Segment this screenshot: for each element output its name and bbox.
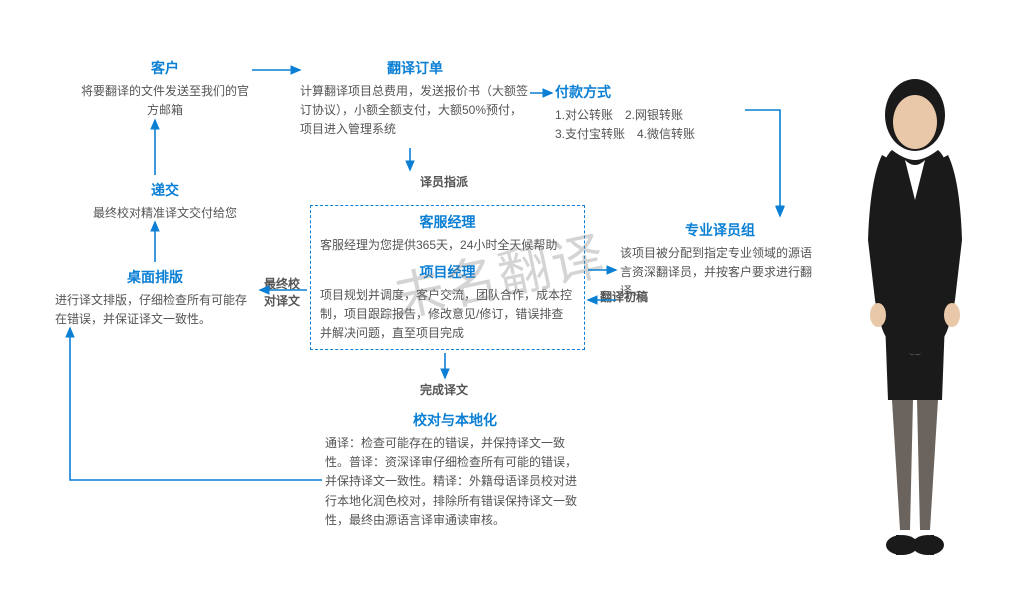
node-pay: 付款方式 1.对公转账 2.网银转账 3.支付宝转账 4.微信转账 xyxy=(555,82,745,144)
desc-qa: 通译：检查可能存在的错误，并保持译文一致性。普译：资深译审仔细检查所有可能的错误… xyxy=(325,434,585,530)
node-customer: 客户 将要翻译的文件发送至我们的官方邮箱 xyxy=(80,58,250,120)
node-submit: 递交 最终校对精准译文交付给您 xyxy=(55,180,275,223)
title-qa: 校对与本地化 xyxy=(325,410,585,430)
title-submit: 递交 xyxy=(55,180,275,200)
node-order: 翻译订单 计算翻译项目总费用，发送报价书（大额签订协议），小额全额支付，大额50… xyxy=(300,58,530,140)
desc-submit: 最终校对精准译文交付给您 xyxy=(55,204,275,223)
title-team: 专业译员组 xyxy=(620,220,820,240)
desc-layout: 进行译文排版，仔细检查所有可能存在错误，并保证译文一致性。 xyxy=(55,291,255,329)
title-pay: 付款方式 xyxy=(555,82,745,102)
label-assign: 译员指派 xyxy=(420,174,468,191)
node-pm: 项目经理 项目规划并调度，客户交流，团队合作，成本控制，项目跟踪报告，修改意见/… xyxy=(320,262,575,344)
desc-customer: 将要翻译的文件发送至我们的官方邮箱 xyxy=(80,82,250,120)
person-image xyxy=(820,60,1010,585)
title-customer: 客户 xyxy=(80,58,250,78)
node-layout: 桌面排版 进行译文排版，仔细检查所有可能存在错误，并保证译文一致性。 xyxy=(55,267,255,329)
node-team: 专业译员组 该项目被分配到指定专业领域的源语言资深翻译员，并按客户要求进行翻译。 xyxy=(620,220,820,302)
desc-pm: 项目规划并调度，客户交流，团队合作，成本控制，项目跟踪报告，修改意见/修订，错误… xyxy=(320,286,575,344)
title-order: 翻译订单 xyxy=(300,58,530,78)
desc-service: 客服经理为您提供365天，24小时全天候帮助 xyxy=(320,236,575,255)
title-service: 客服经理 xyxy=(320,212,575,232)
node-service: 客服经理 客服经理为您提供365天，24小时全天候帮助 xyxy=(320,212,575,255)
title-pm: 项目经理 xyxy=(320,262,575,282)
title-layout: 桌面排版 xyxy=(55,267,255,287)
label-final: 最终校对译文 xyxy=(262,276,302,310)
label-done: 完成译文 xyxy=(420,382,468,399)
desc-team: 该项目被分配到指定专业领域的源语言资深翻译员，并按客户要求进行翻译。 xyxy=(620,244,820,302)
desc-pay: 1.对公转账 2.网银转账 3.支付宝转账 4.微信转账 xyxy=(555,106,745,144)
desc-order: 计算翻译项目总费用，发送报价书（大额签订协议），小额全额支付，大额50%预付，项… xyxy=(300,82,530,140)
node-qa: 校对与本地化 通译：检查可能存在的错误，并保持译文一致性。普译：资深译审仔细检查… xyxy=(325,410,585,530)
label-draft: 翻译初稿 xyxy=(600,289,648,306)
